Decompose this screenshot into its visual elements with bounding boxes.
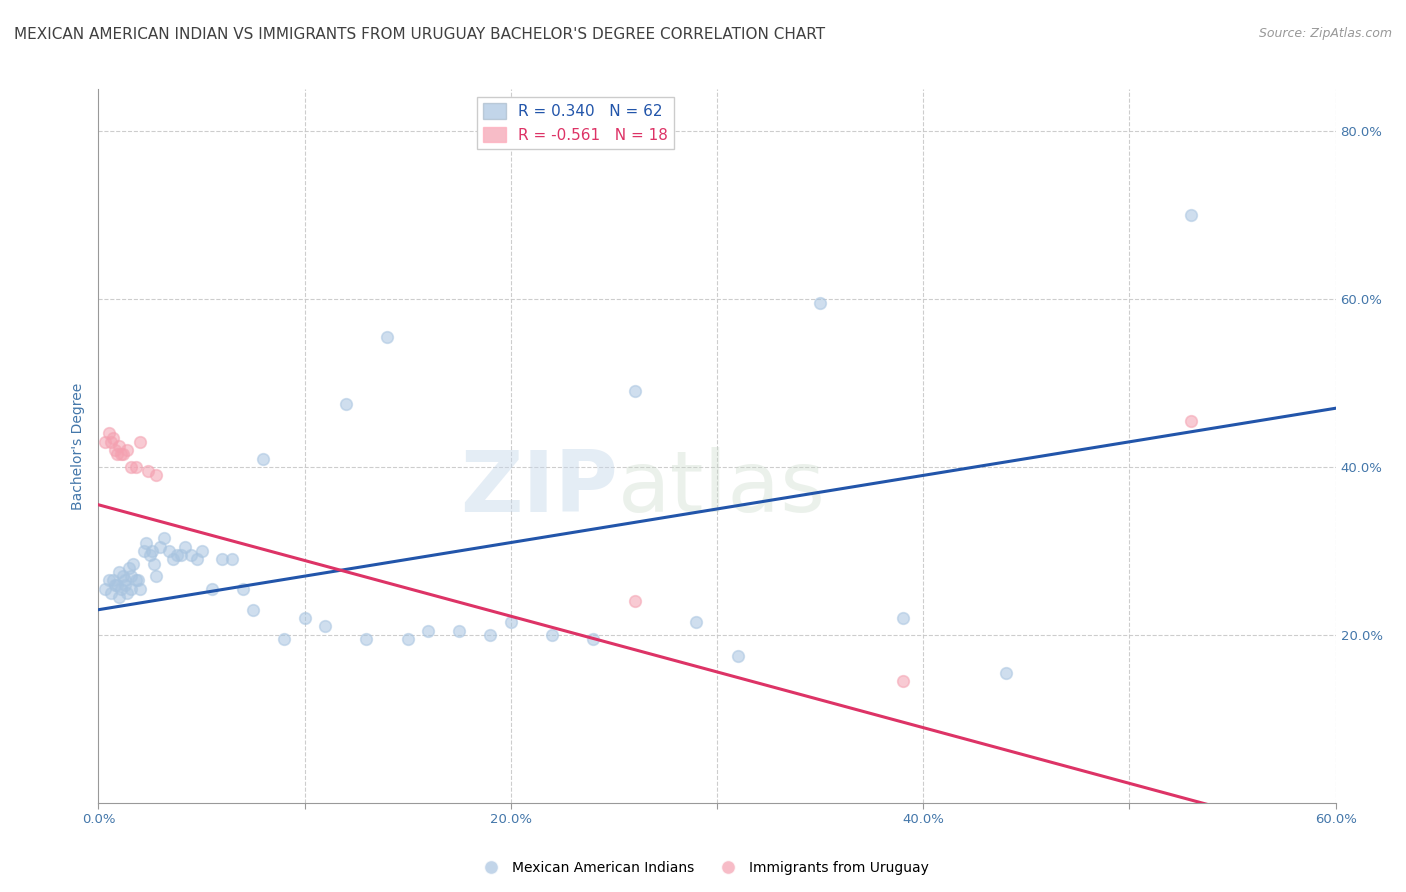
Point — [891, 674, 914, 689]
Point — [122, 557, 145, 571]
Y-axis label: Bachelor's Degree: Bachelor's Degree — [72, 383, 86, 509]
Point — [108, 565, 131, 579]
Point — [132, 544, 155, 558]
Point — [1180, 208, 1202, 222]
Point — [149, 540, 172, 554]
Point — [124, 460, 146, 475]
Point — [479, 628, 502, 642]
Point — [145, 468, 167, 483]
Text: atlas: atlas — [619, 447, 827, 531]
Point — [114, 577, 136, 591]
Point — [166, 548, 188, 562]
Point — [93, 582, 115, 596]
Point — [108, 439, 131, 453]
Point — [201, 582, 224, 596]
Point — [110, 582, 132, 596]
Point — [112, 569, 135, 583]
Point — [232, 582, 254, 596]
Point — [120, 582, 142, 596]
Point — [101, 574, 124, 588]
Point — [97, 426, 120, 441]
Point — [93, 434, 115, 449]
Point — [117, 443, 139, 458]
Point — [499, 615, 522, 630]
Point — [449, 624, 471, 638]
Point — [685, 615, 707, 630]
Point — [186, 552, 208, 566]
Point — [314, 619, 336, 633]
Point — [97, 574, 120, 588]
Point — [335, 397, 357, 411]
Point — [104, 577, 127, 591]
Point — [541, 628, 564, 642]
Point — [139, 548, 162, 562]
Point — [114, 574, 136, 588]
Point — [100, 586, 122, 600]
Text: ZIP: ZIP — [460, 447, 619, 531]
Point — [124, 574, 146, 588]
Point — [105, 447, 128, 461]
Point — [127, 574, 149, 588]
Point — [141, 544, 163, 558]
Point — [375, 330, 398, 344]
Point — [170, 548, 193, 562]
Point — [145, 569, 167, 583]
Point — [582, 632, 605, 646]
Point — [112, 447, 135, 461]
Point — [101, 431, 124, 445]
Point — [174, 540, 197, 554]
Point — [110, 447, 132, 461]
Point — [100, 434, 122, 449]
Point — [727, 648, 749, 663]
Point — [136, 464, 159, 478]
Point — [808, 296, 831, 310]
Legend: R = 0.340   N = 62, R = -0.561   N = 18: R = 0.340 N = 62, R = -0.561 N = 18 — [477, 97, 675, 149]
Point — [143, 557, 166, 571]
Point — [994, 665, 1017, 680]
Point — [108, 590, 131, 604]
Point — [211, 552, 233, 566]
Point — [135, 535, 157, 549]
Point — [396, 632, 419, 646]
Point — [190, 544, 212, 558]
Point — [252, 451, 274, 466]
Point — [242, 603, 264, 617]
Point — [356, 632, 378, 646]
Point — [104, 443, 127, 458]
Point — [623, 594, 645, 608]
Point — [128, 582, 150, 596]
Point — [105, 577, 128, 591]
Point — [294, 611, 316, 625]
Point — [153, 532, 176, 546]
Point — [623, 384, 645, 399]
Point — [117, 586, 139, 600]
Legend: Mexican American Indians, Immigrants from Uruguay: Mexican American Indians, Immigrants fro… — [471, 855, 935, 880]
Point — [273, 632, 295, 646]
Point — [221, 552, 243, 566]
Point — [128, 434, 150, 449]
Point — [157, 544, 180, 558]
Point — [120, 569, 142, 583]
Point — [891, 611, 914, 625]
Text: MEXICAN AMERICAN INDIAN VS IMMIGRANTS FROM URUGUAY BACHELOR'S DEGREE CORRELATION: MEXICAN AMERICAN INDIAN VS IMMIGRANTS FR… — [14, 27, 825, 42]
Text: Source: ZipAtlas.com: Source: ZipAtlas.com — [1258, 27, 1392, 40]
Point — [418, 624, 440, 638]
Point — [1180, 414, 1202, 428]
Point — [118, 560, 141, 574]
Point — [162, 552, 184, 566]
Point — [120, 460, 142, 475]
Point — [180, 548, 202, 562]
